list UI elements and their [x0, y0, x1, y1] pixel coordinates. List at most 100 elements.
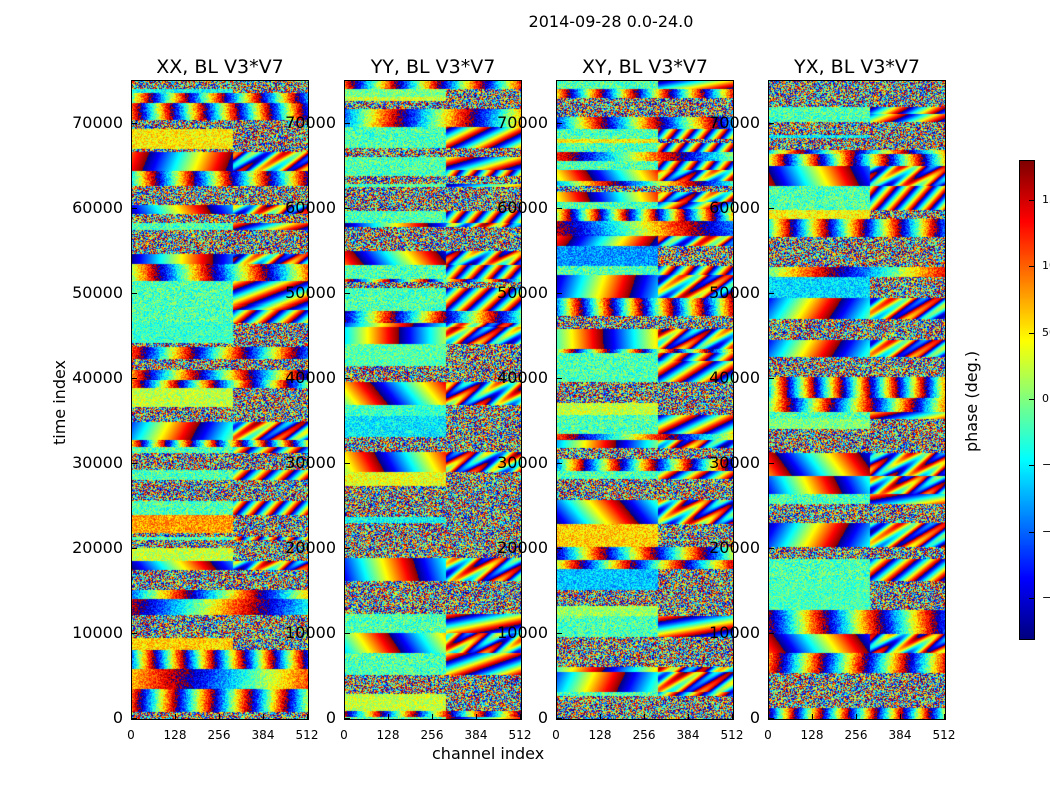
y-tick [557, 462, 562, 464]
panel-title: YX, BL V3*V7 [793, 56, 921, 78]
heatmap-image [132, 81, 308, 719]
x-tick [219, 714, 220, 719]
y-tick [345, 292, 350, 294]
x-tick-label: 128 [588, 728, 612, 742]
y-tick [345, 462, 350, 464]
y-tick-label: 50000 [72, 282, 123, 302]
x-tick-label: 512 [295, 728, 319, 742]
colorbar-tick [1029, 332, 1034, 334]
y-tick [132, 632, 137, 634]
y-tick-label: 40000 [497, 367, 548, 387]
colorbar-tick-label: 50 [1042, 325, 1050, 339]
y-tick [769, 377, 774, 379]
y-tick [557, 292, 562, 294]
x-tick [688, 714, 689, 719]
x-tick-label: 0 [340, 728, 348, 742]
figure-title: 2014-09-28 0.0-24.0 [528, 12, 694, 31]
y-tick-label: 20000 [285, 537, 336, 557]
y-tick-label: 60000 [72, 197, 123, 217]
y-tick-label: 70000 [285, 112, 336, 132]
x-tick [307, 714, 308, 719]
panel-1: XX, BL V3*V7 0 128 256 384 512 0 10000 20000 3000… [72, 56, 318, 756]
colorbar [1019, 160, 1035, 640]
colorbar-tick [1029, 531, 1034, 533]
y-tick [769, 547, 774, 549]
y-tick [345, 122, 350, 124]
panel-title: YY, BL V3*V7 [370, 56, 496, 78]
y-tick-label: 50000 [285, 282, 336, 302]
x-tick [344, 714, 345, 719]
y-tick [345, 632, 350, 634]
y-tick [557, 377, 562, 379]
y-tick [132, 207, 137, 209]
y-tick-label: 40000 [709, 367, 760, 387]
heatmap-image [345, 81, 521, 719]
x-tick [263, 714, 264, 719]
y-tick [557, 718, 562, 719]
colorbar-tick-label: 100 [1042, 259, 1050, 273]
y-tick-label: 50000 [497, 282, 548, 302]
y-tick [557, 632, 562, 634]
y-tick-label: 0 [112, 708, 123, 727]
x-tick [812, 714, 813, 719]
x-tick-label: 128 [800, 728, 824, 742]
y-tick [769, 632, 774, 634]
y-tick-label: 0 [537, 708, 548, 727]
colorbar-tick [1029, 199, 1034, 201]
x-tick-label: 256 [207, 728, 231, 742]
y-tick [557, 122, 562, 124]
panel-title: XY, BL V3*V7 [581, 56, 709, 78]
colorbar-tick-label: −100 [1042, 524, 1050, 538]
heatmap-area [768, 80, 946, 720]
y-tick-label: 0 [325, 708, 336, 727]
x-tick [131, 714, 132, 719]
y-tick [769, 462, 774, 464]
y-tick-label: 30000 [497, 452, 548, 472]
y-tick-label: 70000 [709, 112, 760, 132]
x-tick-label: 256 [420, 728, 444, 742]
x-tick [644, 714, 645, 719]
colorbar-tick-label: −50 [1042, 458, 1050, 472]
y-tick-label: 60000 [497, 197, 548, 217]
x-tick-label: 0 [764, 728, 772, 742]
y-tick [769, 207, 774, 209]
x-tick-label: 512 [508, 728, 532, 742]
y-axis-label: time index [50, 359, 69, 445]
y-tick [132, 377, 137, 379]
x-tick-label: 384 [251, 728, 275, 742]
x-tick [476, 714, 477, 719]
y-tick-label: 60000 [285, 197, 336, 217]
x-tick [856, 714, 857, 719]
x-tick [944, 714, 945, 719]
x-tick-label: 512 [720, 728, 744, 742]
colorbar-gradient [1020, 161, 1034, 639]
y-tick [769, 718, 774, 719]
x-tick [900, 714, 901, 719]
y-tick [132, 462, 137, 464]
heatmap-image [557, 81, 733, 719]
y-tick-label: 10000 [709, 622, 760, 642]
y-tick-label: 10000 [285, 622, 336, 642]
colorbar-tick [1029, 266, 1034, 268]
colorbar-tick-label: 0 [1042, 392, 1049, 405]
y-tick-label: 70000 [72, 112, 123, 132]
y-tick-label: 40000 [72, 367, 123, 387]
x-tick [432, 714, 433, 719]
colorbar-tick-label: −150 [1042, 591, 1050, 605]
heatmap-area [131, 80, 309, 720]
y-tick [769, 122, 774, 124]
x-tick-label: 0 [127, 728, 135, 742]
colorbar-label: phase (deg.) [962, 350, 981, 452]
panel-2: YY, BL V3*V7 0 128 256 384 512 0 10000 20000 3000… [285, 56, 531, 756]
colorbar-tick [1029, 598, 1034, 600]
y-tick-label: 70000 [497, 112, 548, 132]
y-tick [345, 547, 350, 549]
x-tick [520, 714, 521, 719]
x-tick-label: 256 [844, 728, 868, 742]
colorbar-tick [1029, 465, 1034, 467]
x-tick-label: 384 [676, 728, 700, 742]
panel-title: XX, BL V3*V7 [156, 56, 284, 78]
x-tick-label: 128 [376, 728, 400, 742]
x-tick-label: 0 [552, 728, 560, 742]
y-tick-label: 10000 [72, 622, 123, 642]
